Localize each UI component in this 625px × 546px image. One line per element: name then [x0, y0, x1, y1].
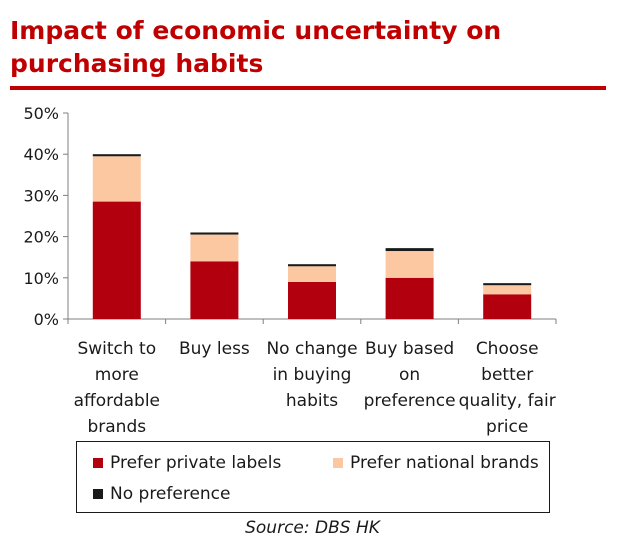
legend-swatch-national [333, 458, 343, 468]
bar-national-brands [483, 285, 532, 295]
bar-no-preference [190, 232, 239, 235]
x-category-label: better [481, 365, 533, 385]
legend-label-none: No preference [110, 484, 231, 504]
stacked-bar-chart: 0% 10% 20% 30% 40% 50% Switch to more affordable… [23, 104, 557, 437]
x-category-label: Switch to [77, 339, 156, 359]
bar-private-labels [288, 281, 336, 319]
x-category-label: Buy based [365, 339, 454, 359]
legend-item-none: No preference [93, 484, 231, 504]
y-tick-label: 50% [23, 104, 59, 123]
bar-no-preference [483, 283, 532, 286]
legend-swatch-none [93, 489, 103, 499]
legend-item-private: Prefer private labels [93, 453, 281, 473]
bar-no-preference [92, 154, 141, 157]
y-tick-label: 30% [23, 186, 59, 205]
x-category-label: preference [364, 391, 456, 411]
bar-national-brands [288, 266, 336, 282]
y-tick-label: 0% [34, 310, 59, 329]
legend-label-national: Prefer national brands [350, 453, 539, 473]
title-underline [10, 86, 606, 90]
y-tick-label: 20% [23, 228, 59, 247]
legend-swatch-private [93, 458, 103, 468]
bar-private-labels [385, 277, 434, 319]
x-category-label: habits [286, 391, 338, 411]
chart-title: Impact of economic uncertainty on purcha… [10, 16, 502, 78]
legend-label-private: Prefer private labels [110, 453, 282, 473]
x-category-label: Buy less [179, 339, 250, 359]
bar-private-labels [190, 261, 239, 319]
y-tick-label: 40% [23, 145, 59, 164]
legend: Prefer private labels Prefer national br… [76, 441, 550, 513]
x-category-label: on [399, 365, 420, 385]
bar-private-labels [92, 201, 141, 319]
x-category-label: Choose [476, 339, 539, 359]
bar-national-brands [190, 234, 239, 262]
x-category-label: price [486, 417, 528, 437]
x-category-label: more [95, 365, 139, 385]
x-category-label: quality, fair [459, 391, 556, 411]
y-tick-label: 10% [23, 269, 59, 288]
bar-national-brands [385, 251, 434, 278]
x-category-label: in buying [273, 365, 352, 385]
x-category-label: affordable [74, 391, 160, 411]
bar-national-brands [92, 156, 141, 202]
bar-no-preference [288, 264, 336, 267]
bar-private-labels [483, 294, 532, 319]
legend-item-national: Prefer national brands [333, 453, 539, 473]
bar-no-preference [385, 248, 434, 252]
x-category-label: No change [266, 339, 357, 359]
source-note: Source: DBS HK [245, 518, 380, 538]
x-category-label: brands [87, 417, 146, 437]
